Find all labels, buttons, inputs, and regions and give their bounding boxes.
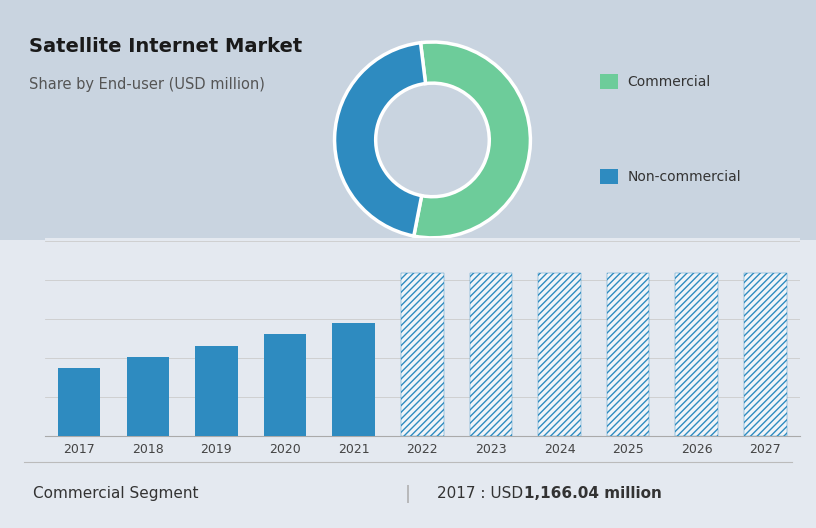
Text: Commercial Segment: Commercial Segment	[33, 486, 198, 501]
Bar	[332, 323, 375, 436]
Bar	[744, 274, 787, 436]
Text: 1,166.04 million: 1,166.04 million	[524, 486, 662, 501]
Bar	[126, 357, 169, 436]
Bar	[58, 368, 100, 436]
Wedge shape	[414, 42, 530, 238]
Bar	[470, 274, 512, 436]
Wedge shape	[335, 43, 426, 236]
Text: 2017 : USD: 2017 : USD	[437, 486, 528, 501]
Text: Satellite Internet Market: Satellite Internet Market	[29, 37, 302, 56]
Bar	[676, 274, 718, 436]
Bar	[195, 346, 237, 436]
Bar	[539, 274, 581, 436]
Text: Non-commercial: Non-commercial	[628, 170, 741, 184]
Text: |: |	[405, 485, 411, 503]
Bar	[401, 274, 444, 436]
Text: Commercial: Commercial	[628, 75, 711, 89]
Text: Share by End-user (USD million): Share by End-user (USD million)	[29, 77, 264, 91]
Bar	[607, 274, 650, 436]
Bar	[264, 334, 306, 436]
